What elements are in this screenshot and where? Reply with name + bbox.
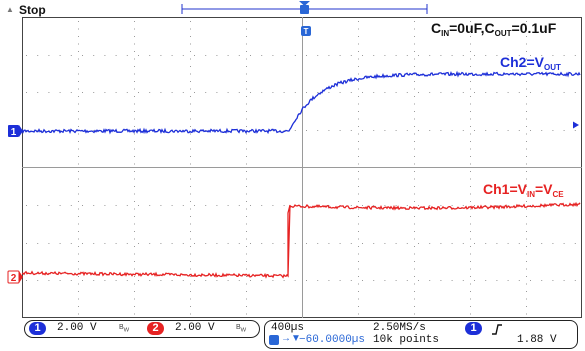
timebase-trigger-readout[interactable]: 400µs 2.50MS/s 1 →▼ −60.0000µs 10k point… <box>264 320 578 349</box>
arrow-right-icon: →▼ <box>281 333 301 344</box>
ch2-bandwidth-icon: BW <box>236 324 247 334</box>
acquisition-state-icon: ▲ <box>6 5 14 14</box>
trigger-position-marker[interactable]: T <box>301 26 311 36</box>
record-position-indicator <box>181 1 428 14</box>
rising-edge-icon <box>492 324 502 335</box>
svg-text:T: T <box>304 27 309 36</box>
top-status-bar: ▲ Stop <box>0 0 585 18</box>
ch2-signal-label: Ch2=VOUT <box>500 54 561 72</box>
sample-rate: 2.50MS/s <box>373 322 426 334</box>
timebase-scale: 400µs <box>271 322 305 334</box>
trigger-level: 1.88 V <box>517 334 557 346</box>
svg-text:2: 2 <box>11 273 17 284</box>
ch1-signal-label: Ch1=VIN=VCE <box>483 181 564 199</box>
ch2-scale: 2.00 V <box>175 322 215 334</box>
capacitor-condition-label: CIN=0uF,COUT=0.1uF <box>431 20 557 38</box>
ch2-badge: 2 <box>147 322 164 335</box>
trigger-source-badge: 1 <box>465 322 482 335</box>
ch2-ground-marker[interactable]: 2 <box>7 270 23 284</box>
scope-graticule: T <box>21 17 582 318</box>
trigger-offset: −60.0000µs <box>299 334 366 346</box>
trigger-level-arrow <box>573 121 579 129</box>
channel-scale-readout[interactable]: 1 2.00 V BW 2 2.00 V BW <box>24 320 260 338</box>
ch2-vin-trace <box>21 201 581 279</box>
ch1-ground-marker[interactable]: 1 <box>8 125 23 138</box>
svg-text:1: 1 <box>11 127 17 138</box>
acquisition-status: Stop <box>19 3 46 17</box>
record-length: 10k points <box>373 334 440 346</box>
waveform-display: T CIN=0uF,COUT=0.1uF Ch2=VOUT Ch1=VIN=VC… <box>21 17 582 318</box>
trigger-offset-icon <box>269 335 279 345</box>
ch1-vout-trace <box>21 70 581 135</box>
channel-ground-markers: 1 2 <box>7 125 23 284</box>
ch1-badge: 1 <box>29 322 46 335</box>
ch1-bandwidth-icon: BW <box>119 324 130 334</box>
ch1-scale: 2.00 V <box>57 322 97 334</box>
readout-bar: 1 2.00 V BW 2 2.00 V BW 400µs 2.50MS/s 1… <box>0 318 585 351</box>
